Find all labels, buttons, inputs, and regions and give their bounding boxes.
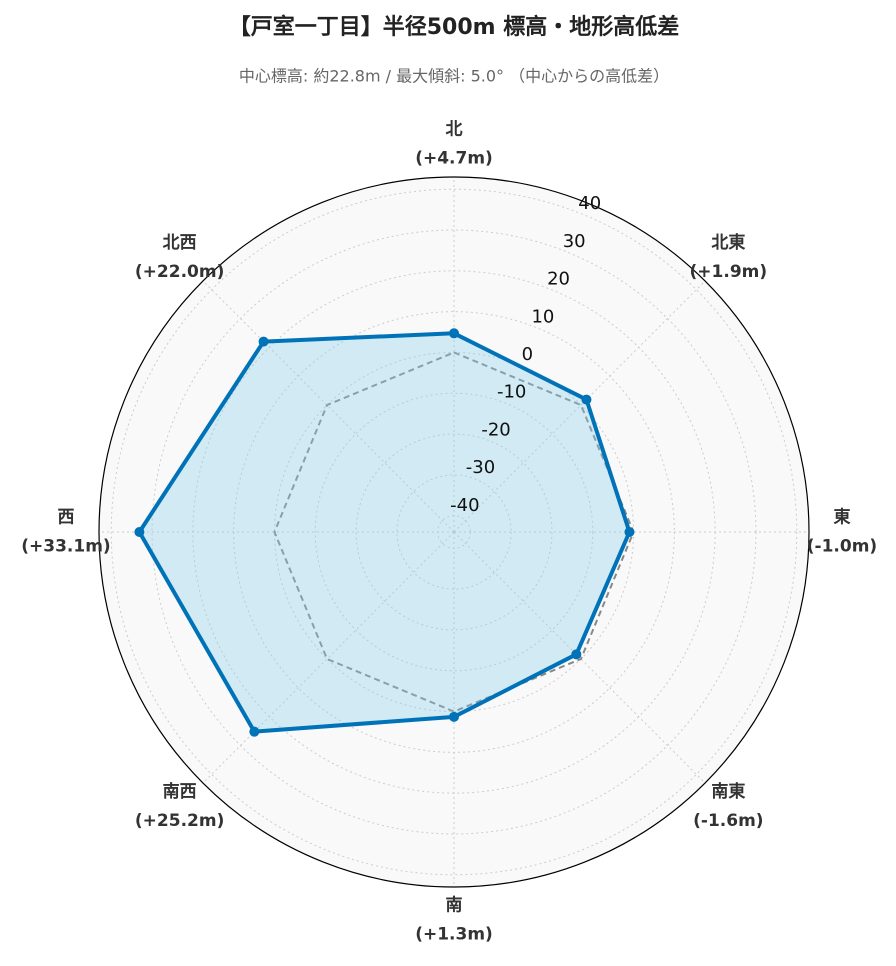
- data-point: [624, 527, 635, 537]
- spoke: [202, 280, 455, 533]
- r-tick-label: 20: [547, 269, 570, 290]
- grid-circle: [110, 188, 798, 876]
- r-tick-label: -20: [481, 419, 510, 440]
- value-label: (+22.0m): [135, 262, 224, 282]
- r-tick-label: -40: [450, 495, 479, 516]
- value-label: (+1.9m): [690, 262, 768, 282]
- spoke: [202, 531, 455, 784]
- category-label: 南: [446, 895, 463, 916]
- value-label: (-1.0m): [807, 537, 877, 557]
- value-label: (+1.3m): [415, 925, 493, 945]
- data-point: [571, 649, 582, 660]
- r-tick-label: -10: [497, 382, 526, 403]
- value-label: (-1.6m): [693, 811, 763, 831]
- category-label: 北東: [711, 232, 745, 253]
- category-label: 北西: [163, 233, 197, 253]
- r-tick-label: 30: [563, 231, 586, 252]
- data-point: [134, 527, 145, 537]
- chart-title: 【戸室一丁目】半径500m 標高・地形高低差: [229, 14, 680, 40]
- data-point: [249, 726, 260, 737]
- reference-line: [273, 351, 635, 713]
- value-label: (+33.1m): [21, 537, 110, 557]
- category-label: 南東: [711, 781, 745, 802]
- r-tick-label: 0: [522, 344, 533, 365]
- data-point: [449, 711, 459, 722]
- spoke: [453, 531, 706, 784]
- chart-subtitle: 中心標高: 約22.8m / 最大傾斜: 5.0° （中心からの高低差）: [239, 67, 669, 86]
- grid-circle: [396, 474, 512, 590]
- value-label: (+4.7m): [415, 149, 493, 169]
- value-label: (+25.2m): [135, 811, 224, 831]
- category-label: 西: [58, 508, 75, 528]
- r-tick-label: 40: [578, 193, 601, 214]
- category-label: 北: [446, 120, 463, 140]
- r-tick-label: -30: [466, 457, 495, 478]
- r-tick-label: 10: [531, 306, 554, 327]
- grid-circle: [314, 392, 594, 672]
- category-label: 東: [834, 507, 851, 528]
- grid-circle: [355, 433, 553, 631]
- data-point: [449, 328, 459, 339]
- spoke: [453, 280, 706, 533]
- category-label: 南西: [163, 781, 197, 802]
- outer-circle: [98, 176, 810, 888]
- data-point: [581, 394, 592, 405]
- data-point: [258, 336, 269, 347]
